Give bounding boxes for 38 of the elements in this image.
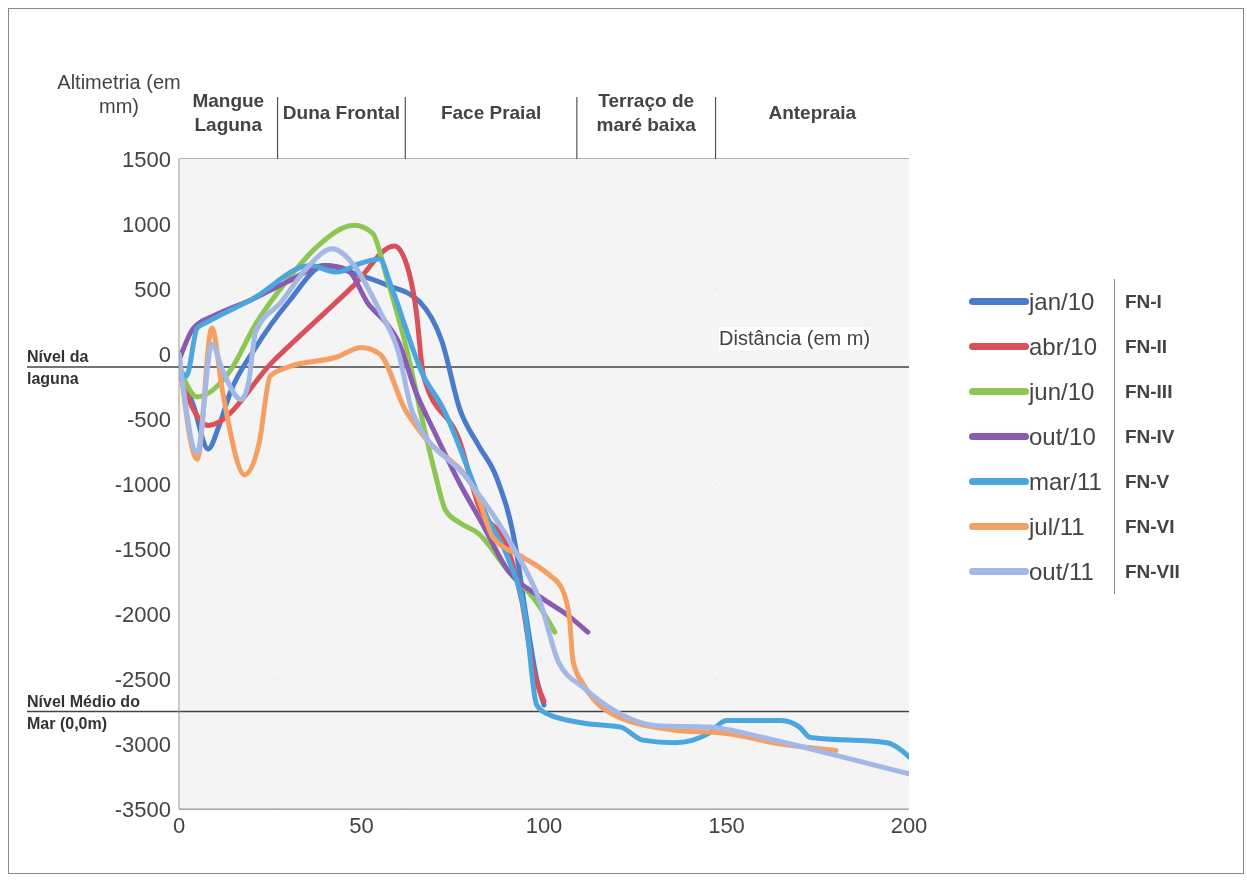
band-label: Terraço de maré baixa — [596, 90, 697, 135]
y-tick-label: -2000 — [114, 601, 171, 627]
text: FN-VII — [1124, 559, 1180, 584]
legend-label: mar/11 — [1029, 467, 1102, 496]
x-tick-label: 150 — [708, 812, 745, 838]
y-tick-label: -500 — [126, 406, 171, 432]
y-tick-label: 0 — [158, 341, 171, 367]
x-tick-label: 100 — [525, 812, 563, 838]
band-label: Face Praial — [440, 102, 542, 123]
text: FN-III — [1124, 379, 1174, 404]
ref-line-label: Nível da laguna — [27, 348, 89, 387]
y-tick-label: -3000 — [114, 731, 171, 757]
text: FN-I — [1124, 289, 1163, 314]
ref-line-label: Nível Médio do Mar (0,0m) — [27, 692, 141, 732]
legend-label: jul/11 — [1029, 512, 1085, 541]
text: FN-VI — [1124, 514, 1176, 539]
x-tick-label: 50 — [349, 812, 374, 838]
text: FN-II — [1124, 334, 1169, 359]
x-tick-label: 200 — [890, 812, 928, 838]
x-axis-title: Distância (em m) — [719, 327, 871, 350]
legend-label: out/11 — [1029, 557, 1094, 586]
legend-label: jun/10 — [1029, 377, 1095, 406]
legend-label: abr/10 — [1029, 332, 1098, 361]
y-tick-label: 500 — [134, 276, 171, 302]
y-tick-label: -2500 — [114, 666, 171, 692]
text: FN-V — [1124, 469, 1171, 494]
y-tick-label: -3500 — [114, 796, 171, 822]
legend-label: jan/10 — [1029, 287, 1095, 316]
text: FN-IV — [1124, 424, 1176, 449]
band-label: Antepraia — [768, 102, 857, 123]
band-label: Duna Frontal — [282, 102, 401, 123]
band-label: Mangue Laguna — [192, 90, 265, 135]
y-tick-label: 1000 — [122, 211, 171, 237]
y-tick-label: -1500 — [114, 536, 171, 562]
y-tick-label: 1500 — [122, 146, 171, 172]
legend-label: out/10 — [1029, 422, 1096, 451]
y-tick-label: -1000 — [114, 471, 171, 497]
y-axis-title: Altimetria (em mm) — [57, 71, 181, 117]
